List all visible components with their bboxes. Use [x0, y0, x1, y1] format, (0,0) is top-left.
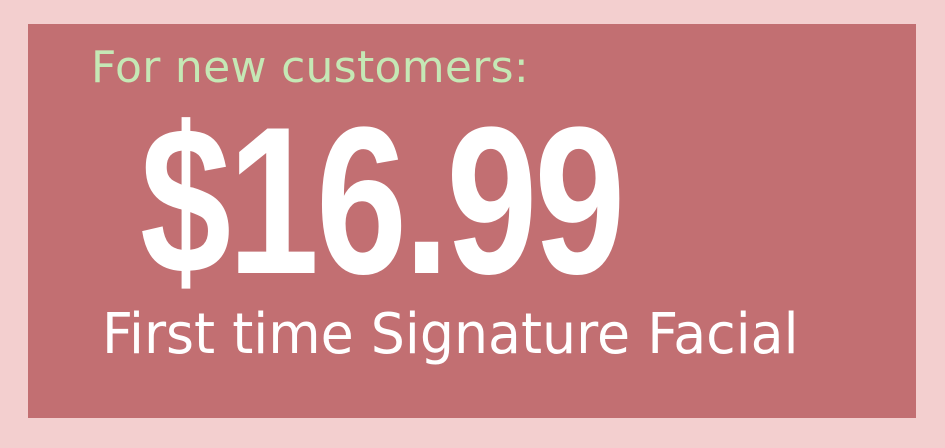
- promo-service-name: First time Signature Facial: [102, 302, 799, 367]
- promo-tagline: For new customers:: [91, 42, 530, 93]
- promo-panel: [28, 24, 916, 418]
- promo-price: $16.99: [140, 83, 625, 318]
